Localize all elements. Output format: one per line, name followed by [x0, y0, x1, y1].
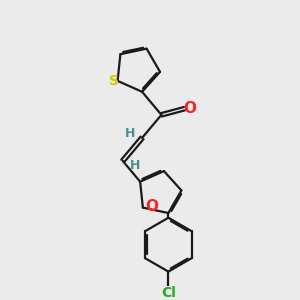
Text: S: S — [110, 74, 119, 88]
Text: Cl: Cl — [161, 286, 176, 300]
Text: H: H — [125, 127, 135, 140]
Text: O: O — [184, 101, 196, 116]
Text: O: O — [145, 199, 158, 214]
Text: H: H — [130, 159, 140, 172]
